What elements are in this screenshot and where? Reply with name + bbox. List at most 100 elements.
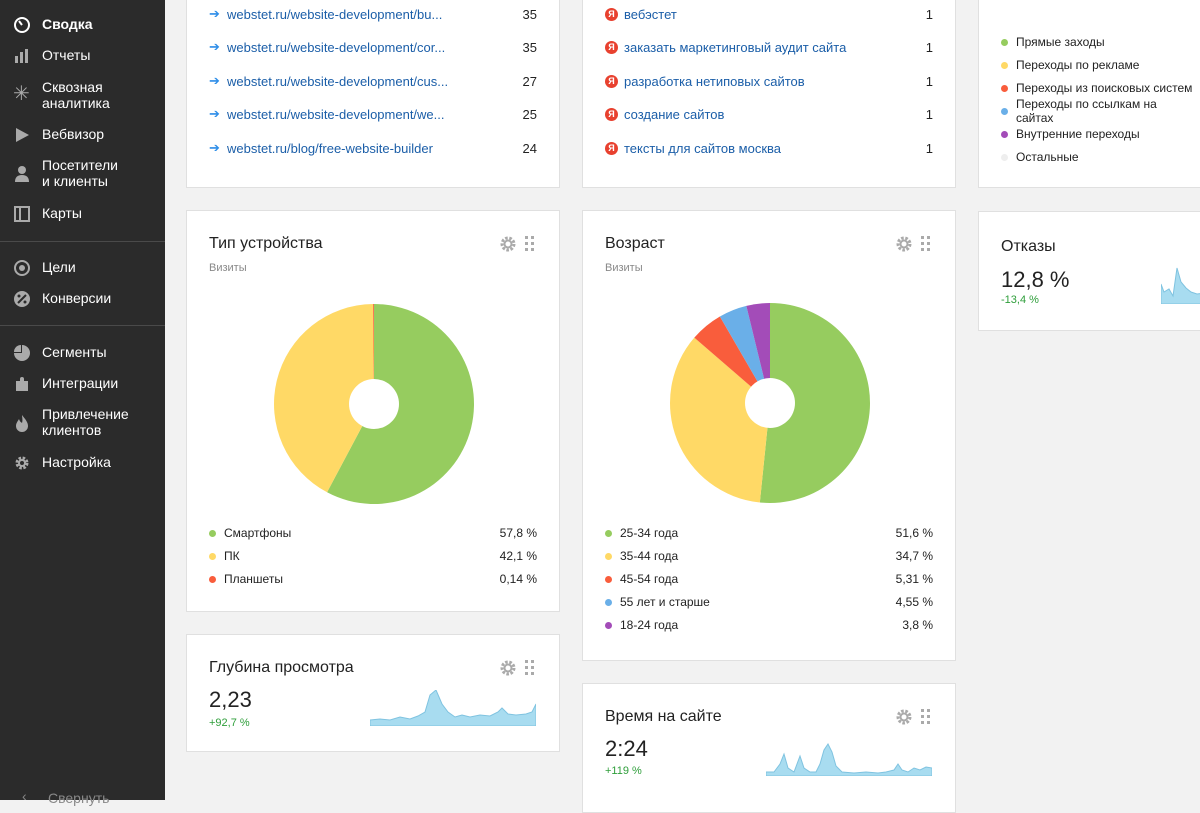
legend-label: 55 лет и старше — [620, 595, 710, 609]
phrase-link[interactable]: тексты для сайтов москва — [624, 140, 781, 156]
sidebar-item-maps[interactable]: Карты — [0, 205, 165, 225]
pie-slice-1[interactable] — [327, 304, 474, 504]
row-count: 1 — [925, 6, 933, 22]
arrow-right-icon: ➔ — [209, 140, 220, 155]
legend-label: Смартфоны — [224, 526, 292, 540]
legend-dot — [209, 529, 216, 537]
drag-handle-icon[interactable] — [525, 236, 535, 252]
legend-value: 4,55 % — [895, 595, 933, 609]
bounce-sparkline — [1161, 267, 1200, 304]
sidebar-item-goals[interactable]: Цели — [0, 259, 165, 279]
sidebar-item-visitors[interactable]: Посетители и клиенты — [0, 157, 165, 191]
sidebar-divider — [0, 241, 165, 242]
card-subtitle: Визиты — [209, 262, 247, 274]
pie-slice-3[interactable] — [373, 304, 374, 404]
legend-label: 45-54 года — [620, 572, 679, 586]
legend-value: 34,7 % — [895, 549, 933, 563]
sidebar: Сводка Отчеты ✳ Сквозная аналитика Вебви… — [0, 0, 165, 806]
pie-slice-4[interactable] — [719, 305, 770, 403]
device-pie-chart — [274, 304, 474, 504]
row-count: 35 — [522, 6, 537, 22]
pie-slice-3[interactable] — [694, 316, 770, 403]
gear-icon[interactable] — [895, 235, 913, 253]
drag-handle-icon[interactable] — [525, 660, 535, 676]
card-title: Отказы — [1001, 238, 1056, 255]
pie-icon — [14, 345, 30, 361]
kpi-delta: +92,7 % — [209, 717, 250, 729]
page-link[interactable]: webstet.ru/blog/free-website-builder — [227, 140, 433, 156]
page-link[interactable]: webstet.ru/website-development/cor... — [227, 39, 446, 55]
sidebar-collapse-label: Свернуть — [48, 790, 110, 806]
arrow-right-icon: ➔ — [209, 106, 220, 121]
legend-dot — [605, 621, 612, 629]
legend-dot — [209, 575, 216, 583]
legend-value: 3,8 % — [902, 618, 933, 632]
sidebar-item-label: Конверсии — [42, 290, 112, 306]
sidebar-item-conversions[interactable]: Конверсии — [0, 290, 165, 310]
card-title: Время на сайте — [605, 708, 722, 725]
sidebar-item-segments[interactable]: Сегменты — [0, 344, 165, 364]
legend-label: 25-34 года — [620, 526, 679, 540]
sidebar-item-label: Цели — [42, 259, 76, 275]
phrase-link[interactable]: вебэстет — [624, 6, 677, 22]
row-count: 1 — [925, 106, 933, 122]
table-row: Я тексты для сайтов москва 1 — [605, 138, 933, 158]
sidebar-item-label: Отчеты — [42, 47, 91, 63]
legend-dot — [1001, 130, 1008, 138]
table-row: ➔ webstet.ru/website-development/cor... … — [209, 37, 537, 57]
row-count: 1 — [925, 140, 933, 156]
legend-label: Переходы по ссылкам на сайтах — [1016, 97, 1157, 125]
puzzle-icon — [16, 377, 28, 391]
drag-handle-icon[interactable] — [921, 236, 931, 252]
card-tools — [895, 235, 933, 253]
person-icon — [15, 166, 29, 182]
page-depth-card: Глубина просмотра 2,23 +92,7 % — [186, 634, 560, 752]
phrase-link[interactable]: создание сайтов — [624, 106, 725, 122]
table-row: ➔ webstet.ru/website-development/cus... … — [209, 71, 537, 91]
sidebar-item-label: Настройка — [42, 454, 111, 470]
yandex-logo-icon: Я — [605, 40, 618, 54]
gear-icon[interactable] — [499, 235, 517, 253]
legend-value: 57,8 % — [499, 526, 537, 540]
legend-item: Прямые заходы — [1001, 32, 1195, 52]
page-link[interactable]: webstet.ru/website-development/we... — [227, 106, 445, 122]
page-link[interactable]: webstet.ru/website-development/bu... — [227, 6, 443, 22]
table-row: ➔ webstet.ru/website-development/we... 2… — [209, 104, 537, 124]
sidebar-item-acquisition[interactable]: Привлечение клиентов — [0, 406, 165, 440]
sidebar-item-webvisor[interactable]: Вебвизор — [0, 126, 165, 146]
age-pie-chart — [670, 303, 870, 503]
legend-item: 18-24 года 3,8 % — [605, 615, 933, 635]
card-title: Возраст — [605, 235, 665, 252]
gear-icon[interactable] — [499, 659, 517, 677]
row-count: 1 — [925, 73, 933, 89]
legend-item: 35-44 года 34,7 % — [605, 546, 933, 566]
gear-icon[interactable] — [895, 708, 913, 726]
legend-dot — [1001, 153, 1008, 161]
pie-slice-2[interactable] — [670, 337, 770, 503]
sidebar-item-settings[interactable]: Настройка — [0, 454, 165, 474]
sidebar-item-end-to-end-analytics[interactable]: ✳ Сквозная аналитика — [0, 79, 165, 113]
pie-slice-5[interactable] — [746, 303, 770, 403]
row-count: 27 — [522, 73, 537, 89]
legend-dot — [1001, 107, 1008, 115]
drag-handle-icon[interactable] — [921, 709, 931, 725]
legend-item: Переходы по ссылкам на сайтах — [1001, 97, 1195, 125]
pie-slice-1[interactable] — [759, 303, 870, 503]
percent-icon — [14, 291, 30, 307]
play-icon — [16, 128, 29, 142]
yandex-logo-icon: Я — [605, 74, 618, 88]
map-icon — [14, 206, 30, 222]
sidebar-item-reports[interactable]: Отчеты — [0, 47, 165, 67]
legend-item: Переходы из поисковых систем — [1001, 78, 1195, 98]
legend-value: 51,6 % — [895, 526, 933, 540]
pie-slice-2[interactable] — [274, 304, 374, 493]
device-type-card: Тип устройства Визиты Смартфоны 57,8 % П… — [186, 210, 560, 612]
sidebar-item-integrations[interactable]: Интеграции — [0, 375, 165, 395]
phrase-link[interactable]: разработка нетиповых сайтов — [624, 73, 805, 89]
sidebar-item-summary[interactable]: Сводка — [0, 16, 165, 36]
legend-label: Прямые заходы — [1016, 35, 1105, 49]
phrase-link[interactable]: заказать маркетинговый аудит сайта — [624, 39, 847, 55]
card-tools — [499, 659, 537, 677]
sidebar-collapse-button[interactable]: ‹ Свернуть — [0, 788, 165, 810]
page-link[interactable]: webstet.ru/website-development/cus... — [227, 73, 449, 89]
